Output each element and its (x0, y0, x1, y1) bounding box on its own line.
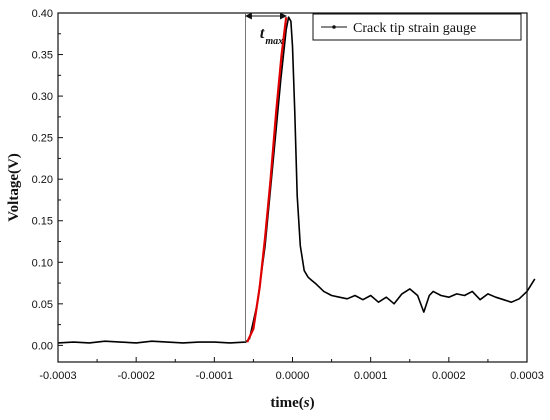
x-tick-label: -0.0003 (39, 370, 76, 382)
x-tick-label: 0.0002 (432, 370, 466, 382)
y-tick-label: 0.00 (32, 340, 53, 352)
x-axis-title: time(s) (270, 395, 314, 411)
y-tick-label: 0.35 (32, 50, 53, 62)
y-tick-label: 0.05 (32, 299, 53, 311)
t-max-annotation: tmax (244, 12, 287, 343)
y-axis-title: Voltage(V) (6, 153, 22, 222)
y-tick-label: 0.20 (32, 174, 53, 186)
legend-marker (332, 25, 336, 29)
x-tick-label: 0.0000 (276, 370, 310, 382)
plot-area (57, 16, 536, 344)
legend-label: Crack tip strain gauge (353, 21, 476, 36)
y-tick-label: 0.40 (32, 8, 53, 20)
y-tick-label: 0.15 (32, 216, 53, 228)
x-tick-label: 0.0001 (354, 370, 388, 382)
y-tick-label: 0.10 (32, 257, 53, 269)
legend-box (312, 13, 522, 41)
x-tick-label: -0.0002 (118, 370, 155, 382)
y-axis: 0.00 0.05 0.10 0.15 0.20 0.25 0.30 0.35 0.40 (32, 8, 63, 352)
t-max-label: tmax (260, 25, 283, 47)
legend: Crack tip strain gauge (312, 13, 522, 41)
x-tick-label: 0.0003 (510, 370, 544, 382)
x-tick-label: -0.0001 (196, 370, 233, 382)
x-axis: -0.0003 -0.0002 -0.0001 0.0000 0.0001 0.0002 0… (39, 357, 544, 382)
series-line-rise-segment (246, 17, 288, 343)
y-tick-label: 0.25 (32, 133, 53, 145)
y-tick-label: 0.30 (32, 91, 53, 103)
series-line-crack-tip-strain-gauge (57, 16, 536, 344)
